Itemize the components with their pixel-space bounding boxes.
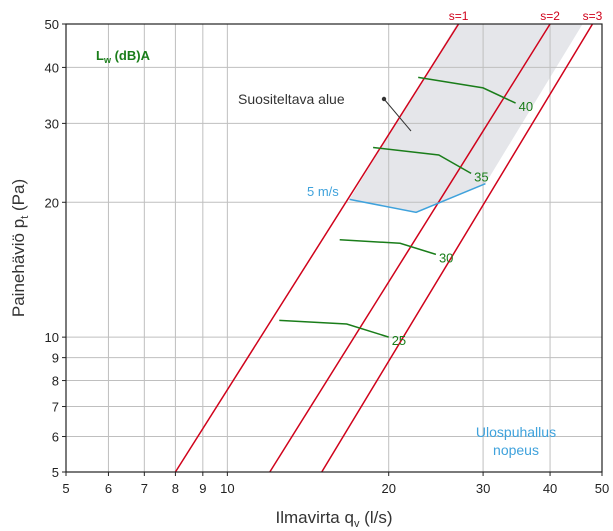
x-axis-title: Ilmavirta qv (l/s) xyxy=(276,508,393,530)
lw-title-sub: w xyxy=(103,55,112,65)
velocity-label: 5 m/s xyxy=(307,184,339,199)
x-tick-label: 8 xyxy=(172,481,179,496)
lw-title: Lw (dB)A xyxy=(96,48,151,65)
y-tick-label: 5 xyxy=(52,465,59,480)
lw-line xyxy=(339,238,437,256)
x-tick-label: 9 xyxy=(199,481,206,496)
velocity-line xyxy=(349,183,486,214)
recommended-area-label: Suositeltava alue xyxy=(238,91,345,107)
grid xyxy=(66,24,602,472)
recommended-area-layer xyxy=(349,24,583,213)
s-line xyxy=(269,23,551,473)
velocity-line-layer xyxy=(349,183,486,214)
lw-line-label: 30 xyxy=(439,250,453,265)
s-line xyxy=(174,23,460,473)
x-tick-label: 7 xyxy=(141,481,148,496)
y-axis-title-sub: t xyxy=(19,216,31,219)
lw-line-label: 35 xyxy=(474,169,488,184)
lw-line xyxy=(418,76,516,104)
s-line-label: s=1 xyxy=(449,9,469,23)
recommended-area-pointer xyxy=(383,98,412,132)
series-labels: s=1 s=2 s=3 25 30 35 40 xyxy=(392,9,603,348)
x-tick-label: 50 xyxy=(595,481,609,496)
lw-line-label: 40 xyxy=(519,99,533,114)
x-axis-title-unit: (l/s) xyxy=(359,508,392,527)
y-tick-label: 40 xyxy=(45,60,59,75)
lw-line xyxy=(373,146,472,175)
x-axis-title-sub: v xyxy=(354,518,360,530)
y-tick-label: 9 xyxy=(52,351,59,366)
x-tick-label: 6 xyxy=(105,481,112,496)
s-line-label: s=3 xyxy=(583,9,603,23)
x-tick-label: 20 xyxy=(381,481,395,496)
x-tick-label: 10 xyxy=(220,481,234,496)
y-tick-label: 8 xyxy=(52,374,59,389)
lw-title-main: L xyxy=(96,48,104,63)
y-tick-label: 50 xyxy=(45,17,59,32)
x-axis-title-main: Ilmavirta q xyxy=(276,508,354,527)
y-tick-label: 6 xyxy=(52,430,59,445)
y-axis-title-main: Painehäviö p xyxy=(9,219,28,317)
y-tick-label: 20 xyxy=(45,195,59,210)
plot-frame xyxy=(65,23,603,473)
y-tick-label: 7 xyxy=(52,400,59,415)
lw-title-rest: (dB)A xyxy=(111,48,151,63)
s-line xyxy=(321,23,594,473)
recommended-area xyxy=(349,24,583,213)
footer-label-line1: Ulospuhallus xyxy=(476,424,556,440)
footer-label-line2: nopeus xyxy=(493,442,539,458)
lw-lines xyxy=(279,76,516,338)
lw-line-label: 25 xyxy=(392,333,406,348)
x-tick-label: 30 xyxy=(476,481,490,496)
lw-line xyxy=(279,319,389,338)
y-tick-label: 10 xyxy=(45,330,59,345)
x-tick-label: 5 xyxy=(62,481,69,496)
y-axis-title-unit: (Pa) xyxy=(9,179,28,216)
y-tick-label: 30 xyxy=(45,116,59,131)
s-line-label: s=2 xyxy=(540,9,560,23)
x-tick-label: 40 xyxy=(543,481,557,496)
s-lines xyxy=(174,23,594,473)
tick-labels: 5 6 7 8 9 10 20 30 40 50 5 6 7 8 9 10 20 30 40 50 xyxy=(45,17,610,496)
y-axis-title: Painehäviö pt (Pa) xyxy=(9,179,31,317)
